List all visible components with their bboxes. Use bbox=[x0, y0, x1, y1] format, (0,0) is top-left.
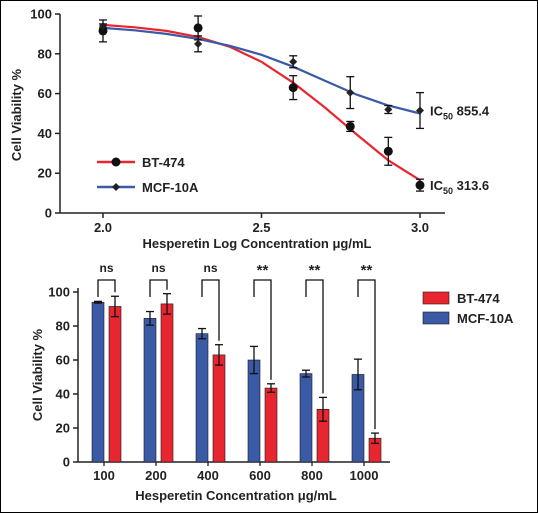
top-y-tick-label: 40 bbox=[38, 126, 52, 141]
significance-label: ** bbox=[361, 262, 373, 279]
bottom-x-ticks: 100 200 400 600 800 1000 bbox=[93, 462, 378, 483]
top-x-tick-label: 3.0 bbox=[411, 220, 429, 235]
fit-curve-bt-474 bbox=[102, 23, 421, 182]
bar-bt-474 bbox=[212, 354, 226, 463]
bottom-legend: BT-474 MCF-10A bbox=[422, 291, 514, 326]
legend-marker-mcf-10a bbox=[112, 183, 120, 191]
top-data-points bbox=[98, 15, 425, 192]
point-mcf-10a bbox=[194, 39, 203, 48]
top-y-tick-label: 80 bbox=[38, 46, 52, 61]
point-bt-474 bbox=[193, 23, 203, 33]
top-legend: BT-474 MCF-10A bbox=[97, 155, 199, 195]
legend-label-bt-474: BT-474 bbox=[142, 155, 185, 170]
legend-label-mcf-10a: MCF-10A bbox=[457, 311, 514, 326]
legend-label-bt-474: BT-474 bbox=[457, 291, 500, 306]
bar-mcf-10a bbox=[91, 301, 105, 463]
top-y-tick-label: 100 bbox=[30, 7, 52, 22]
ic50-line-chart: 0 20 40 60 80 100 2.0 2.5 3.0 IC50 313.6 IC50 85… bbox=[9, 7, 490, 252]
legend-swatch-mcf-10a bbox=[422, 311, 450, 325]
top-x-axis-label: Hesperetin Log Concentration μg/mL bbox=[143, 236, 372, 251]
top-y-ticks: 0 20 40 60 80 100 bbox=[30, 7, 60, 221]
top-ic50-labels: IC50 313.6 IC50 855.4 bbox=[430, 104, 490, 197]
point-bt-474 bbox=[415, 180, 425, 190]
bottom-axes bbox=[77, 288, 390, 463]
bar-bt-474 bbox=[108, 306, 122, 463]
top-x-ticks: 2.0 2.5 3.0 bbox=[94, 213, 429, 235]
legend-marker-bt-474 bbox=[111, 157, 121, 167]
point-bt-474 bbox=[345, 121, 355, 131]
top-axes bbox=[59, 14, 445, 214]
significance-label: ** bbox=[257, 262, 269, 279]
bottom-y-axis-label: Cell Viability % bbox=[30, 328, 45, 421]
legend-label-mcf-10a: MCF-10A bbox=[142, 180, 199, 195]
bottom-y-tick-label: 80 bbox=[56, 319, 70, 334]
top-fit-curves bbox=[102, 23, 421, 182]
point-mcf-10a bbox=[346, 88, 355, 97]
point-bt-474 bbox=[383, 146, 393, 156]
bottom-y-tick-label: 0 bbox=[63, 455, 70, 470]
viability-bar-chart: 0 20 40 60 80 100 100 200 400 600 800 1000 ns ns ns *… bbox=[30, 261, 514, 503]
bottom-y-tick-label: 60 bbox=[56, 353, 70, 368]
bottom-x-tick-label: 200 bbox=[145, 468, 167, 483]
ic50-label-bt-474: IC50 313.6 bbox=[430, 178, 489, 196]
bottom-y-tick-label: 40 bbox=[56, 387, 70, 402]
bar-mcf-10a bbox=[195, 333, 209, 463]
significance-label: ns bbox=[203, 261, 217, 275]
top-y-tick-label: 20 bbox=[38, 166, 52, 181]
bar-mcf-10a bbox=[299, 373, 313, 463]
point-bt-474 bbox=[98, 26, 108, 36]
legend-swatch-bt-474 bbox=[422, 291, 450, 305]
bar-bt-474 bbox=[160, 303, 174, 463]
bottom-x-tick-label: 400 bbox=[197, 468, 219, 483]
bottom-x-tick-label: 100 bbox=[93, 468, 115, 483]
significance-brackets: ns ns ns ** ** ** bbox=[97, 261, 376, 430]
significance-bracket bbox=[357, 279, 376, 430]
bar-bt-474 bbox=[264, 387, 278, 463]
significance-label: ** bbox=[309, 262, 321, 279]
significance-label: ns bbox=[99, 261, 113, 275]
bottom-y-tick-label: 100 bbox=[48, 285, 70, 300]
significance-bracket bbox=[305, 279, 324, 394]
significance-bracket bbox=[253, 279, 272, 380]
bottom-bars bbox=[91, 293, 382, 463]
significance-bracket bbox=[149, 279, 168, 297]
top-y-tick-label: 60 bbox=[38, 86, 52, 101]
bottom-x-tick-label: 1000 bbox=[350, 468, 379, 483]
top-x-tick-label: 2.0 bbox=[94, 220, 112, 235]
bottom-x-tick-label: 800 bbox=[301, 468, 323, 483]
bar-mcf-10a bbox=[143, 318, 157, 463]
bottom-x-tick-label: 600 bbox=[249, 468, 271, 483]
point-mcf-10a bbox=[384, 105, 393, 114]
significance-bracket bbox=[201, 279, 220, 341]
bar-mcf-10a bbox=[247, 359, 261, 463]
bottom-y-tick-label: 20 bbox=[56, 421, 70, 436]
top-y-tick-label: 0 bbox=[45, 206, 52, 221]
significance-label: ns bbox=[151, 261, 165, 275]
bottom-x-axis-label: Hesperetin Concentration μg/mL bbox=[135, 488, 337, 503]
significance-bracket bbox=[97, 279, 116, 297]
fit-curve-mcf-10a bbox=[102, 26, 421, 115]
bottom-y-ticks: 0 20 40 60 80 100 bbox=[48, 285, 78, 470]
ic50-label-mcf-10a: IC50 855.4 bbox=[430, 104, 490, 122]
point-mcf-10a bbox=[99, 21, 107, 30]
top-x-tick-label: 2.5 bbox=[252, 220, 270, 235]
point-mcf-10a bbox=[416, 106, 424, 115]
point-mcf-10a bbox=[289, 57, 298, 66]
point-bt-474 bbox=[288, 83, 298, 93]
top-y-axis-label: Cell Viability % bbox=[9, 68, 24, 161]
